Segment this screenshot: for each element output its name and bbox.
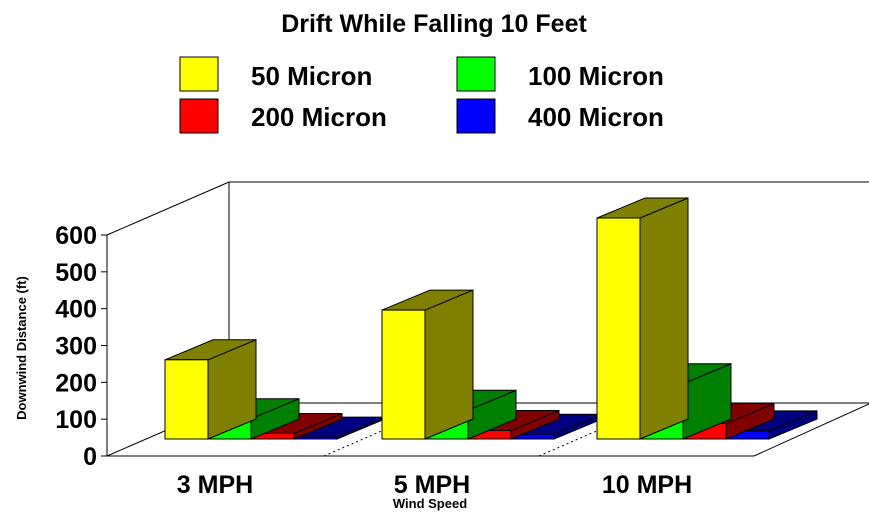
y-tick-label: 400: [55, 296, 97, 324]
bar: [596, 197, 689, 440]
x-tick-label: 3 MPH: [177, 471, 253, 499]
legend-swatch: [179, 98, 219, 134]
y-tick-label: 0: [83, 443, 97, 471]
legend-label: 200 Micron: [251, 102, 387, 132]
x-axis-label: Wind Speed: [393, 496, 467, 511]
bars: [164, 197, 818, 440]
x-tick-label: 5 MPH: [394, 471, 470, 499]
legend-swatch: [456, 98, 496, 134]
legend-item: 100 Micron: [456, 56, 664, 92]
chart-title: Drift While Falling 10 Feet: [281, 10, 587, 38]
bar-side: [424, 289, 474, 440]
bar: [164, 339, 257, 440]
bar: [293, 416, 386, 440]
legend-item: 200 Micron: [179, 98, 387, 134]
legend-label: 50 Micron: [251, 61, 372, 91]
y-tick-label: 600: [55, 222, 97, 250]
back-wall-top-edge: [106, 181, 230, 236]
y-axis-label: Downwind Distance (ft): [14, 276, 29, 420]
floor-right-edge: [753, 403, 869, 457]
y-tick-label: 100: [55, 406, 97, 434]
x-axis: 3 MPH 5 MPH 10 MPH: [177, 471, 692, 499]
legend-label: 400 Micron: [528, 102, 664, 132]
bar-front: [381, 309, 426, 440]
legend-label: 100 Micron: [528, 61, 664, 91]
legend-swatch: [456, 56, 496, 92]
legend: 50 Micron 100 Micron 200 Micron 400 Micr…: [179, 56, 664, 134]
legend-item: 50 Micron: [179, 56, 372, 92]
bar-side: [639, 197, 689, 440]
legend-item: 400 Micron: [456, 98, 664, 134]
y-tick-label: 300: [55, 333, 97, 361]
bar-front: [293, 436, 338, 440]
bar-front: [596, 217, 641, 440]
bar-front: [164, 359, 209, 440]
y-tick-label: 500: [55, 259, 97, 287]
legend-swatch: [179, 56, 219, 92]
x-tick-label: 10 MPH: [602, 471, 692, 499]
y-tick-label: 200: [55, 369, 97, 397]
y-axis: 0 100 200 300 400 500 600: [55, 222, 107, 471]
bar: [381, 289, 474, 440]
